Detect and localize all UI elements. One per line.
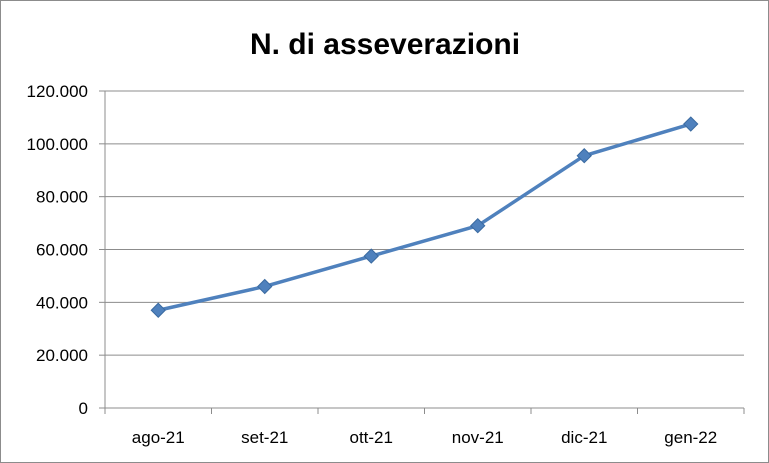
y-tick-label: 120.000 xyxy=(27,82,88,101)
y-tick-label: 80.000 xyxy=(36,188,88,207)
x-tick-label: dic-21 xyxy=(561,428,607,447)
data-point-marker xyxy=(683,116,699,132)
x-tick-label: gen-22 xyxy=(664,428,717,447)
axes: 0 20.000 40.000 60.000 80.000 100.000 120.000 a… xyxy=(27,82,745,447)
y-tick-label: 0 xyxy=(79,399,88,418)
y-tick-label: 60.000 xyxy=(36,241,88,260)
y-tick-label: 20.000 xyxy=(36,346,88,365)
series-line xyxy=(157,122,692,312)
data-point-marker xyxy=(576,148,592,164)
y-tick-label: 100.000 xyxy=(27,135,88,154)
series-layer xyxy=(150,116,699,318)
data-point-marker xyxy=(150,302,166,318)
y-tick-label: 40.000 xyxy=(36,293,88,312)
data-point-marker xyxy=(363,248,379,264)
data-point-marker xyxy=(257,278,273,295)
chart-title: N. di asseverazioni xyxy=(250,28,520,61)
data-point-marker xyxy=(470,218,486,234)
x-tick-label: nov-21 xyxy=(452,428,504,447)
gridlines xyxy=(105,90,744,356)
x-tick-label: set-21 xyxy=(241,428,288,447)
x-tick-label: ago-21 xyxy=(132,428,185,447)
x-tick-label: ott-21 xyxy=(350,428,393,447)
